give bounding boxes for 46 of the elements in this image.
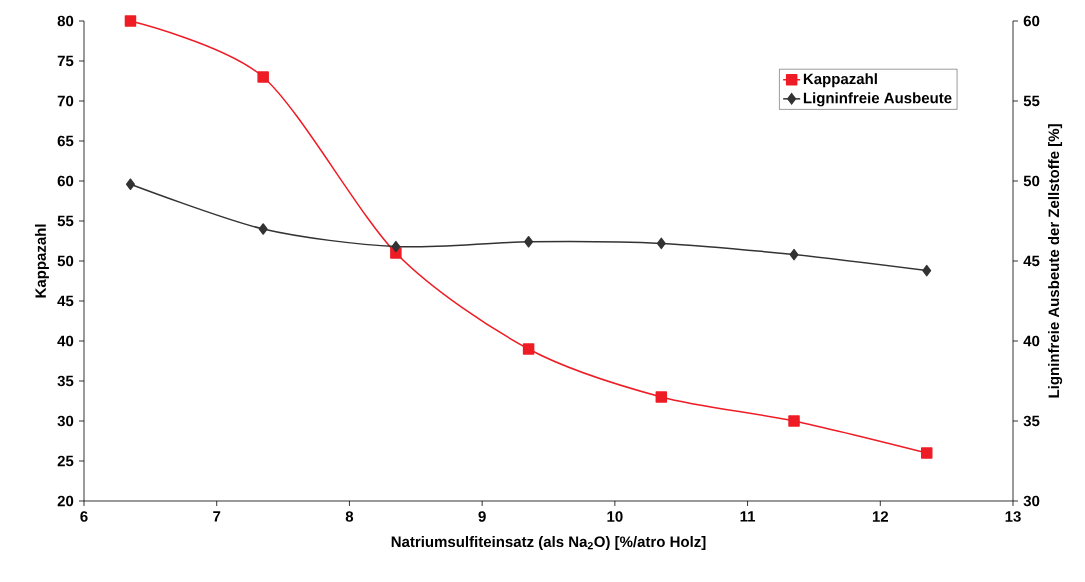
y-tick-label: 60 xyxy=(57,175,74,187)
x-tick-label: 7 xyxy=(213,511,221,522)
y-tick-label: 50 xyxy=(57,255,74,267)
y2-tick-label: 35 xyxy=(1023,415,1040,427)
y-tick-label: 70 xyxy=(57,95,74,107)
point xyxy=(656,237,666,250)
y2-tick-label: 55 xyxy=(1023,95,1040,107)
x-tick-label: 10 xyxy=(607,511,623,522)
y-tick-label: 25 xyxy=(57,455,74,467)
y2-tick-label: 50 xyxy=(1023,175,1040,187)
point xyxy=(922,264,932,277)
point xyxy=(788,415,800,427)
point xyxy=(391,240,401,253)
point xyxy=(655,391,668,403)
y-tick-label: 80 xyxy=(57,15,74,27)
point xyxy=(257,71,269,83)
point xyxy=(125,178,135,190)
y-tick-label: 30 xyxy=(57,415,74,427)
y2-axis-title: Ligninfreie Ausbeute der Zellstoffe [%] xyxy=(1048,124,1063,398)
y2-tick-label: 60 xyxy=(1023,15,1040,27)
x-tick-label: 9 xyxy=(478,511,486,522)
y-tick-label: 35 xyxy=(57,375,74,387)
x-tick-label: 12 xyxy=(872,511,889,522)
y-tick-label: 75 xyxy=(57,55,74,67)
legend-label: Ligninfreie Ausbeute xyxy=(803,92,952,107)
y-tick-label: 65 xyxy=(57,135,74,147)
point xyxy=(920,447,933,459)
legend-label: Kappazahl xyxy=(803,73,877,88)
y-axis-title: Kappazahl xyxy=(34,224,49,298)
point xyxy=(524,236,534,248)
y2-tick-label: 40 xyxy=(1023,335,1040,347)
x-tick-label: 11 xyxy=(740,511,756,522)
x-axis-title: Natriumsulfiteinsatz (als Na$_{2}$O) [%/atro Holz] xyxy=(391,536,706,551)
x-tick-label: 8 xyxy=(345,511,354,522)
x-tick-label: 13 xyxy=(1005,511,1021,522)
point xyxy=(789,248,799,261)
point xyxy=(258,223,268,235)
y-tick-label: 20 xyxy=(57,495,74,507)
point xyxy=(124,15,137,27)
y2-tick-label: 30 xyxy=(1023,495,1040,507)
point xyxy=(522,343,535,355)
x-tick-label: 6 xyxy=(80,511,88,522)
y2-tick-label: 45 xyxy=(1023,255,1040,267)
y-tick-label: 45 xyxy=(57,295,74,307)
y-tick-label: 40 xyxy=(57,335,74,347)
y-tick-label: 55 xyxy=(57,215,74,227)
